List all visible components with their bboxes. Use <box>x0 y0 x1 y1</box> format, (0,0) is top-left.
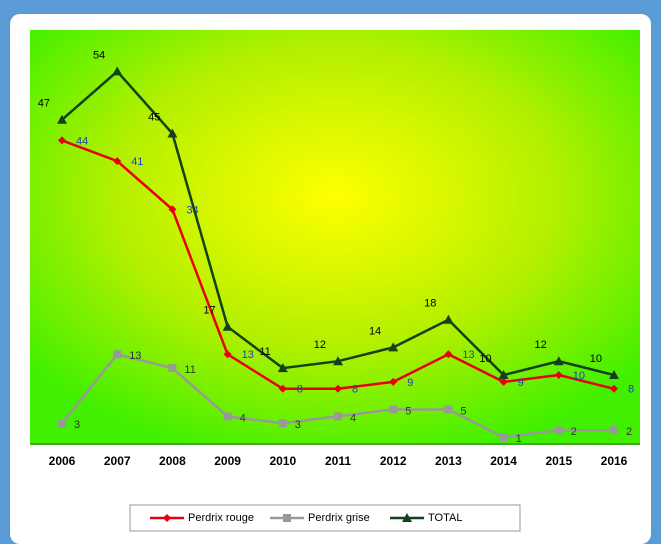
marker <box>444 405 453 414</box>
data-label: 13 <box>242 349 254 361</box>
marker <box>277 363 288 373</box>
marker <box>443 314 454 324</box>
data-label: 11 <box>184 364 195 376</box>
data-label: 10 <box>479 353 491 365</box>
data-label: 8 <box>352 384 358 396</box>
marker <box>113 157 122 166</box>
data-label: 4 <box>350 412 356 424</box>
marker <box>444 350 453 359</box>
legend-box <box>129 504 521 532</box>
legend-marker <box>163 514 171 522</box>
marker <box>223 412 232 421</box>
data-label: 9 <box>518 377 524 389</box>
marker <box>112 66 123 76</box>
marker <box>498 370 509 379</box>
marker <box>168 364 177 373</box>
data-label: 13 <box>129 350 141 362</box>
marker <box>499 377 508 386</box>
data-label: 5 <box>405 405 411 417</box>
data-label: 47 <box>38 98 50 110</box>
x-tick-label: 2015 <box>545 454 572 468</box>
data-label: 8 <box>297 384 303 396</box>
marker <box>57 114 67 124</box>
marker <box>389 405 398 414</box>
marker <box>167 128 178 138</box>
marker <box>610 384 618 393</box>
legend-label: Perdrix grise <box>308 512 370 524</box>
x-tick-label: 2008 <box>159 454 186 468</box>
marker <box>222 321 233 331</box>
x-tick-label: 2014 <box>490 454 517 468</box>
legend-label: TOTAL <box>428 512 462 524</box>
data-label: 18 <box>424 298 436 310</box>
data-label: 14 <box>369 325 381 337</box>
marker <box>553 356 564 366</box>
data-label: 41 <box>131 156 143 168</box>
marker <box>334 412 342 421</box>
marker <box>58 419 66 428</box>
data-label: 8 <box>628 384 634 396</box>
marker <box>499 433 508 442</box>
marker <box>278 384 287 393</box>
marker <box>333 356 343 366</box>
data-label: 13 <box>462 349 474 361</box>
legend-marker <box>402 513 412 522</box>
marker <box>554 371 563 379</box>
data-label: 3 <box>295 419 301 431</box>
data-label: 12 <box>314 339 326 351</box>
data-label: 17 <box>203 305 215 317</box>
marker <box>58 136 66 145</box>
legend-label: Perdrix rouge <box>188 512 254 524</box>
data-label: 1 <box>516 433 522 445</box>
legend-marker <box>283 514 291 522</box>
marker <box>610 426 618 435</box>
data-label: 9 <box>407 377 413 389</box>
data-label: 54 <box>93 49 105 61</box>
x-tick-label: 2011 <box>325 454 351 468</box>
x-tick-label: 2009 <box>214 454 241 468</box>
data-label: 4 <box>240 412 246 424</box>
data-label: 44 <box>76 135 88 147</box>
marker <box>278 419 287 428</box>
data-label: 10 <box>573 370 585 382</box>
marker <box>554 426 563 435</box>
data-label: 2 <box>626 426 632 438</box>
data-label: 11 <box>259 346 270 358</box>
data-label: 12 <box>535 339 547 351</box>
data-label: 3 <box>74 419 80 431</box>
marker <box>609 370 619 379</box>
x-tick-label: 2006 <box>49 454 76 468</box>
marker <box>113 350 122 359</box>
data-label: 2 <box>571 426 577 438</box>
marker <box>389 377 398 386</box>
data-label: 45 <box>148 111 160 123</box>
marker <box>388 342 399 352</box>
marker <box>168 205 177 214</box>
marker <box>223 350 232 359</box>
marker <box>334 384 342 393</box>
plot-area <box>30 30 640 445</box>
x-tick-label: 2007 <box>104 454 131 468</box>
x-tick-label: 2012 <box>380 454 407 468</box>
data-label: 5 <box>460 405 466 417</box>
x-tick-label: 2010 <box>269 454 296 468</box>
x-tick-label: 2013 <box>435 454 462 468</box>
data-label: 10 <box>590 353 602 365</box>
x-tick-label: 2016 <box>601 454 628 468</box>
